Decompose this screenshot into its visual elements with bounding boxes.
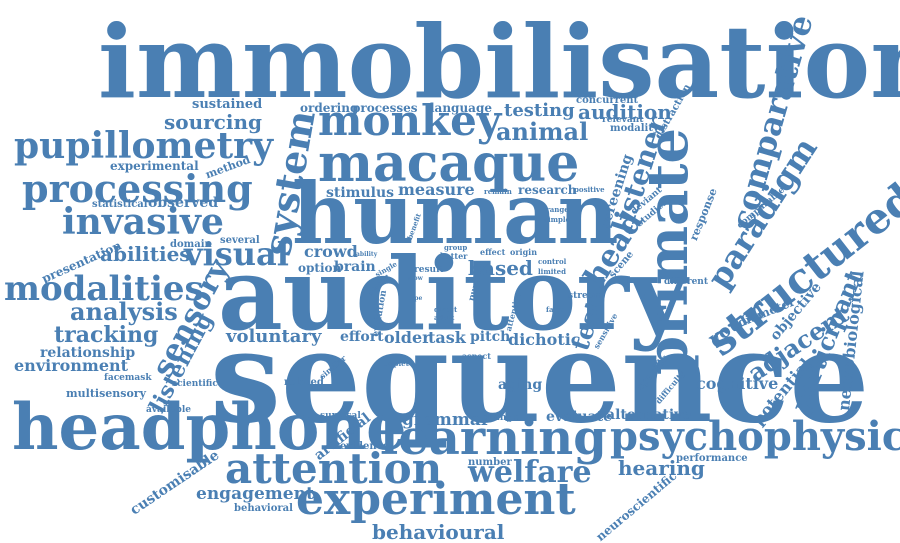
word-experimental: experimental bbox=[110, 159, 199, 173]
word-aging: aging bbox=[498, 377, 543, 393]
word-experiment: experiment bbox=[296, 474, 576, 525]
word-type: type bbox=[408, 295, 423, 302]
word-statistical: statistical bbox=[92, 199, 148, 210]
word-immobilisation: immobilisation bbox=[98, 3, 900, 121]
word-facemask: facemask bbox=[104, 373, 152, 383]
word-pupillometry: pupillometry bbox=[14, 125, 274, 167]
word-control: control bbox=[538, 257, 567, 266]
word-hearing: hearing bbox=[618, 456, 705, 480]
word-attention: attention bbox=[225, 444, 443, 493]
word-research: research bbox=[518, 183, 577, 197]
word-headphone: headphone bbox=[12, 390, 407, 465]
word-ability: ability bbox=[356, 251, 378, 258]
word-available: available bbox=[146, 405, 191, 415]
word-grammar: grammar bbox=[402, 410, 490, 430]
word-psychophysic: psychophysic bbox=[610, 413, 900, 460]
word-crowd: crowd bbox=[304, 242, 358, 261]
word-slow: slow bbox=[408, 275, 423, 282]
word-surgical: surgical bbox=[320, 411, 361, 421]
word-visual: visual bbox=[184, 235, 289, 273]
word-language: language bbox=[430, 101, 492, 115]
word-relevant: relevant bbox=[602, 115, 644, 125]
word-welfare: welfare bbox=[468, 455, 592, 490]
word-remain: remain bbox=[484, 187, 512, 196]
word-group: group bbox=[444, 243, 468, 252]
word-stimulus: stimulus bbox=[326, 185, 395, 201]
word-voluntary: voluntary bbox=[226, 326, 322, 347]
word-adult: adult bbox=[434, 313, 455, 322]
word-neuroscientific: neuroscientific bbox=[593, 468, 680, 543]
word-abilities: abilities bbox=[100, 242, 191, 266]
word-scientific: scientific bbox=[172, 379, 218, 389]
word-evaluate: evaluate bbox=[546, 409, 613, 425]
word-different: different bbox=[664, 277, 708, 287]
word-domain: domain bbox=[170, 239, 212, 250]
word-behavioral: behavioral bbox=[234, 503, 293, 514]
word-alternative: alternative bbox=[606, 407, 692, 423]
word-analysis: analysis bbox=[70, 297, 178, 326]
word-evidence: evidence bbox=[340, 441, 390, 452]
word-macaque: macaque bbox=[318, 133, 580, 194]
word-measure: measure bbox=[398, 180, 475, 199]
word-sustained: sustained bbox=[192, 97, 263, 112]
word-cognitive: cognitive bbox=[696, 374, 779, 393]
word-auditory: auditory bbox=[218, 235, 688, 353]
word-modalities: modalities bbox=[4, 269, 204, 309]
word-tracking: tracking bbox=[54, 322, 159, 348]
word-modality: modality bbox=[610, 123, 659, 134]
word-limited: limited bbox=[538, 267, 566, 276]
word-concurrent: concurrent bbox=[576, 95, 639, 106]
word-better: better bbox=[440, 251, 468, 261]
word-direct: direct bbox=[434, 305, 458, 314]
word-environment: environment bbox=[14, 356, 129, 375]
word-invasive: invasive bbox=[62, 201, 224, 243]
word-processing: processing bbox=[22, 166, 253, 211]
word-sourcing: sourcing bbox=[164, 110, 262, 134]
word-change: change bbox=[482, 413, 519, 423]
word-result: result bbox=[414, 265, 444, 275]
word-origin: origin bbox=[510, 247, 538, 257]
word-relationship: relationship bbox=[40, 345, 136, 361]
word-audition: audition bbox=[578, 100, 672, 124]
word-observed: observed bbox=[148, 195, 219, 211]
word-engagement: engagement bbox=[196, 484, 314, 504]
word-range: range bbox=[546, 205, 569, 214]
word-performance: performance bbox=[676, 453, 748, 464]
word-several: several bbox=[220, 235, 260, 246]
word-dichotic: dichotic bbox=[508, 330, 581, 349]
word-related: related bbox=[284, 377, 324, 388]
word-simple: simple bbox=[544, 215, 571, 224]
word-animal: animal bbox=[496, 117, 589, 146]
word-triplet: triplet bbox=[384, 359, 409, 368]
word-ordering: ordering bbox=[300, 101, 359, 115]
word-aspect: aspect bbox=[462, 351, 491, 361]
word-option: option bbox=[298, 261, 342, 275]
word-processes: processes bbox=[352, 101, 418, 115]
word-stream: stream bbox=[568, 291, 604, 301]
word-based: based bbox=[468, 256, 533, 280]
word-behavioural: behavioural bbox=[372, 520, 505, 543]
word-older: older bbox=[384, 328, 431, 347]
word-multisensory: multisensory bbox=[66, 387, 146, 400]
word-learning: learning bbox=[380, 410, 607, 466]
word-pitch: pitch bbox=[470, 329, 511, 345]
word-sequence: sequence bbox=[210, 303, 870, 451]
word-testing: testing bbox=[504, 100, 575, 121]
word-effect: effect bbox=[480, 247, 506, 257]
word-false: false bbox=[546, 305, 565, 314]
word-effort: effort bbox=[340, 329, 384, 345]
word-brain: brain bbox=[334, 259, 376, 275]
word-positive: positive bbox=[574, 185, 605, 194]
word-human: human bbox=[292, 164, 619, 263]
word-task: task bbox=[428, 328, 466, 347]
word-monkey: monkey bbox=[318, 96, 502, 145]
word-number: number bbox=[468, 457, 512, 468]
